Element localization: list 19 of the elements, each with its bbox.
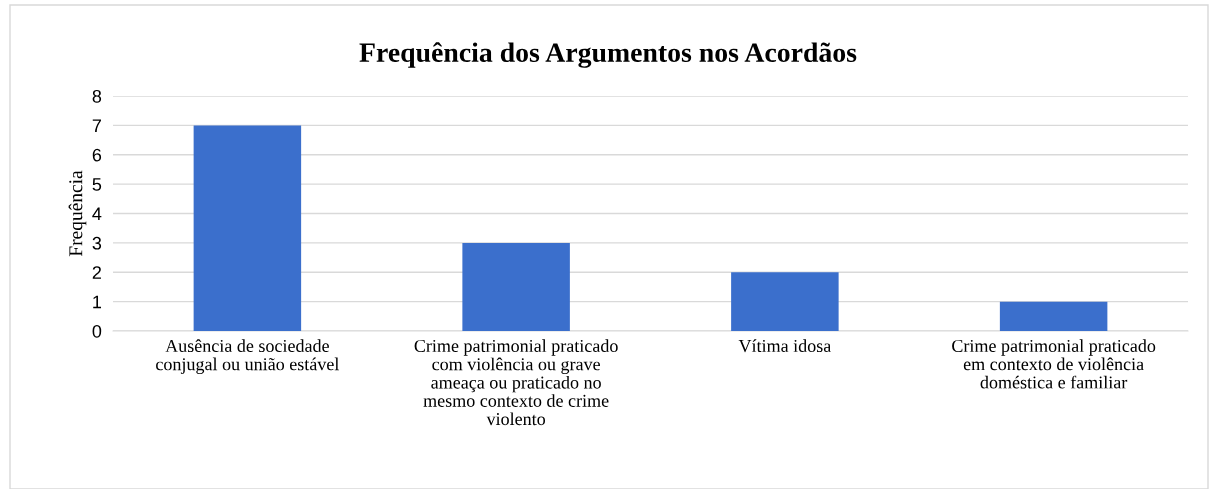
y-tick-label: 3: [92, 236, 102, 250]
y-tick-label: 5: [92, 178, 102, 191]
y-tick-label: 1: [93, 295, 102, 309]
bar: [462, 242, 570, 331]
chart-title: Frequência dos Argumentos nos Acordãos: [359, 42, 857, 68]
bar: [999, 301, 1108, 331]
y-tick-label: 8: [92, 89, 102, 103]
bar: [193, 125, 302, 331]
x-tick-label: Vítima idosa: [738, 339, 832, 353]
x-tick-label: Ausência de sociedade conjugal ou união estável: [156, 339, 340, 375]
y-tick-label: 6: [92, 148, 102, 162]
y-tick-label: 4: [92, 207, 102, 221]
x-tick-label: Crime patrimonial praticado em contexto de violência doméstica e familiar: [952, 339, 1156, 389]
bar: [731, 272, 839, 331]
y-tick-label: 2: [92, 266, 101, 279]
y-axis-title: Frequência: [68, 170, 87, 257]
y-tick-label: 0: [92, 324, 102, 338]
x-tick-label: Crime patrimonial praticado com violência ou grave ameaça ou praticado no mesmo contexto de crime violento: [414, 339, 618, 426]
y-tick-label: 7: [92, 119, 101, 132]
